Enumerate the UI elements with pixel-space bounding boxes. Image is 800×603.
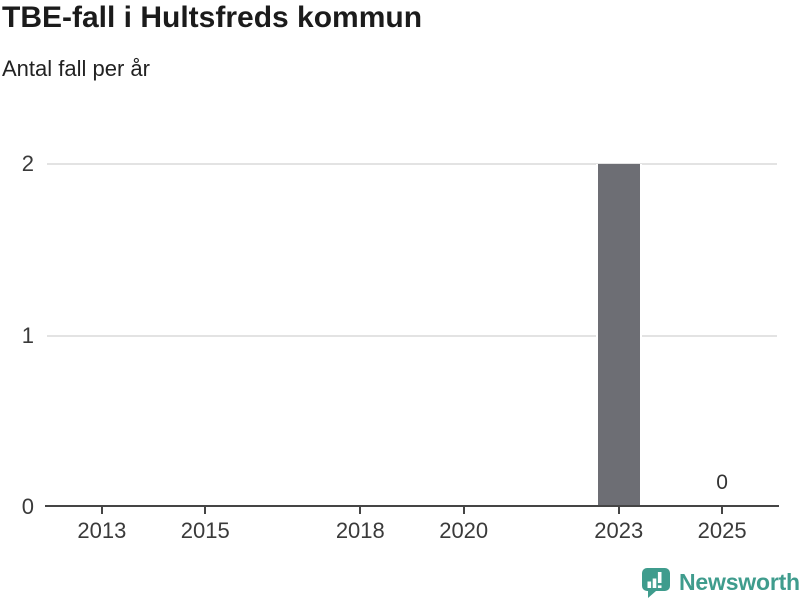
- bar-2023: [595, 164, 642, 507]
- x-axis-tick: [100, 505, 103, 514]
- x-axis-label: 2013: [77, 518, 127, 543]
- x-axis-label: 2015: [180, 518, 230, 543]
- x-axis-tick: [462, 505, 465, 514]
- x-axis-tick: [204, 505, 207, 514]
- chart-title: TBE-fall i Hultsfreds kommun: [2, 1, 423, 34]
- y-axis-label: 2: [21, 151, 34, 176]
- x-axis-tick: [359, 505, 362, 514]
- y-axis-label: 1: [21, 322, 34, 348]
- brand-wordmark: Newsworthy: [679, 569, 800, 595]
- x-axis-tick: [721, 505, 724, 514]
- x-axis-label: 2023: [594, 518, 644, 543]
- newsworthy-logo-icon: [640, 566, 672, 598]
- plot-area: 0 1 2 2013 2015 2018 2020 2023 2025 0: [21, 151, 779, 543]
- x-axis-label: 2018: [335, 518, 385, 543]
- x-axis-line: [45, 505, 779, 507]
- chart-subtitle: Antal fall per år: [2, 56, 150, 81]
- x-axis-label: 2025: [697, 518, 747, 543]
- x-axis-label: 2020: [439, 518, 489, 543]
- gridline-y1: [47, 334, 777, 337]
- gridline-y2: [47, 163, 777, 165]
- x-axis-tick: [617, 505, 620, 514]
- y-axis-label: 0: [21, 494, 34, 519]
- footer-branding: Newsworthy: [640, 566, 800, 598]
- value-label: 0: [716, 471, 728, 494]
